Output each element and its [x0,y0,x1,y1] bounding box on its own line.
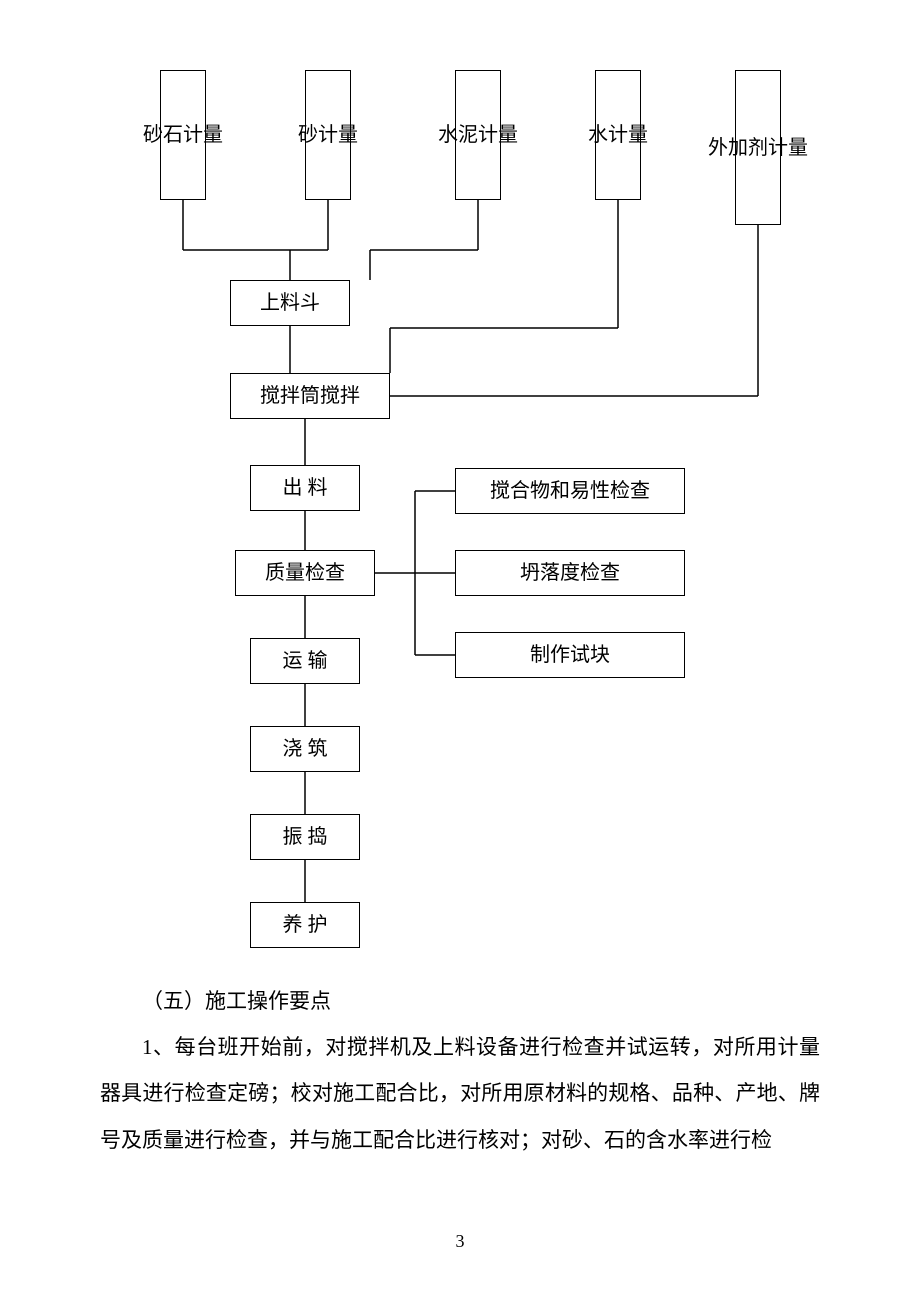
section-heading: （五）施工操作要点 [100,978,820,1024]
flowchart-node-s3: 制作试块 [455,632,685,678]
flowchart-node-h4: 质量检查 [235,550,375,596]
page-number: 3 [0,1231,920,1252]
flowchart-node-h3: 出 料 [250,465,360,511]
flowchart-node-n5: 外加剂计量 [735,70,781,225]
flowchart-diagram: 砂石计量 砂计量 水泥计量 水计量 外加剂计量上料斗搅拌筒搅拌出 料质量检查运 输浇 筑… [100,70,820,950]
flowchart-node-s1: 搅合物和易性检查 [455,468,685,514]
flowchart-node-n4: 水计量 [595,70,641,200]
flowchart-node-h8: 养 护 [250,902,360,948]
paragraph-1: 1、每台班开始前，对搅拌机及上料设备进行检查并试运转，对所用计量器具进行检查定磅… [100,1024,820,1163]
flowchart-node-h5: 运 输 [250,638,360,684]
flowchart-node-h2: 搅拌筒搅拌 [230,373,390,419]
flowchart-node-h6: 浇 筑 [250,726,360,772]
flowchart-node-n3: 水泥计量 [455,70,501,200]
flowchart-node-n1: 砂石计量 [160,70,206,200]
flowchart-node-s2: 坍落度检查 [455,550,685,596]
body-text: （五）施工操作要点 1、每台班开始前，对搅拌机及上料设备进行检查并试运转，对所用… [100,978,820,1163]
flowchart-node-h7: 振 捣 [250,814,360,860]
flowchart-node-n2: 砂计量 [305,70,351,200]
flowchart-node-h1: 上料斗 [230,280,350,326]
